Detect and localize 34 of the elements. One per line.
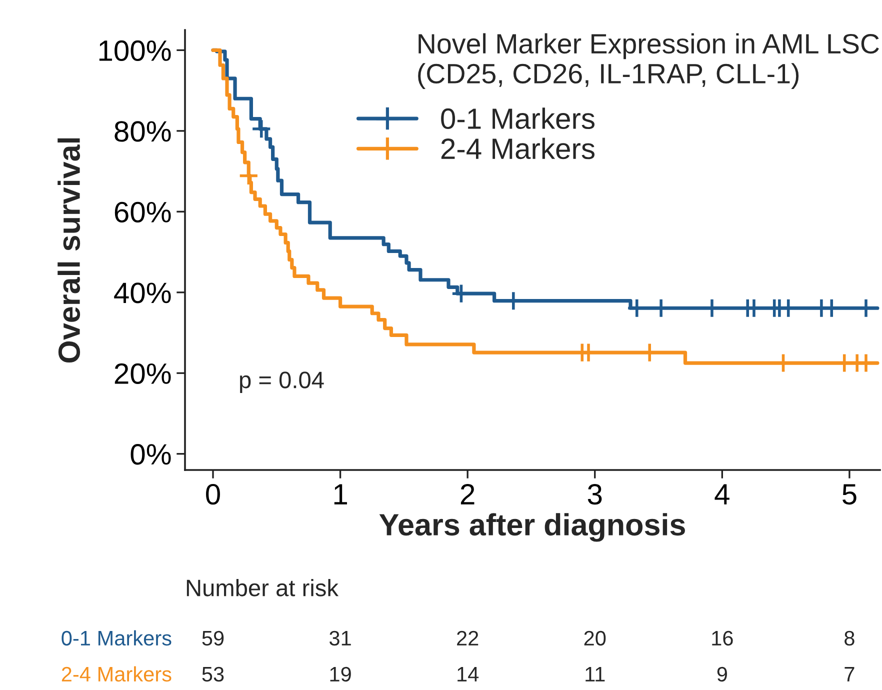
y-tick-label: 80% bbox=[114, 121, 171, 142]
text: 20 bbox=[584, 630, 606, 646]
y-tick-label: 100% bbox=[99, 40, 171, 62]
text: 31 bbox=[330, 630, 351, 646]
y-tick-label: 20% bbox=[114, 363, 171, 384]
text: 2-4 Markers bbox=[62, 666, 172, 682]
text: 7 bbox=[844, 667, 854, 682]
text: 16 bbox=[712, 630, 733, 646]
text: 22 bbox=[457, 630, 478, 646]
y-tick-label: 60% bbox=[114, 202, 171, 223]
text: Number at risk bbox=[186, 578, 339, 596]
legend-label: 0-1 Markers bbox=[441, 108, 594, 130]
text: 53 bbox=[202, 666, 224, 682]
text: 14 bbox=[458, 667, 479, 682]
text: 59 bbox=[202, 630, 224, 646]
text: 0-1 Markers bbox=[62, 630, 172, 646]
text: 11 bbox=[586, 667, 605, 682]
x-tick-label: 5 bbox=[842, 484, 856, 505]
legend-label: 2-4 Markers bbox=[441, 138, 594, 160]
y-tick-label: 0% bbox=[130, 444, 171, 465]
text: Novel Marker Expression in AML LSC (CD25, CD26, IL-1RAP, CLL-1) bbox=[418, 33, 879, 90]
x-tick-label: 4 bbox=[714, 484, 730, 504]
x-tick-label: 0 bbox=[206, 484, 220, 505]
x-tick-label: 2 bbox=[460, 484, 474, 504]
x-tick-label: 1 bbox=[334, 484, 347, 504]
x-axis-title: Years after diagnosis bbox=[379, 513, 685, 542]
x-tick-label: 3 bbox=[588, 484, 602, 505]
text: 19 bbox=[330, 666, 351, 682]
text: 8 bbox=[844, 630, 854, 646]
y-axis-title: Overall survival bbox=[58, 138, 80, 363]
text: 9 bbox=[717, 666, 727, 682]
point bbox=[251, 118, 272, 140]
annotation: p = 0.04 bbox=[240, 372, 324, 394]
y-tick-label: 40% bbox=[114, 282, 171, 304]
